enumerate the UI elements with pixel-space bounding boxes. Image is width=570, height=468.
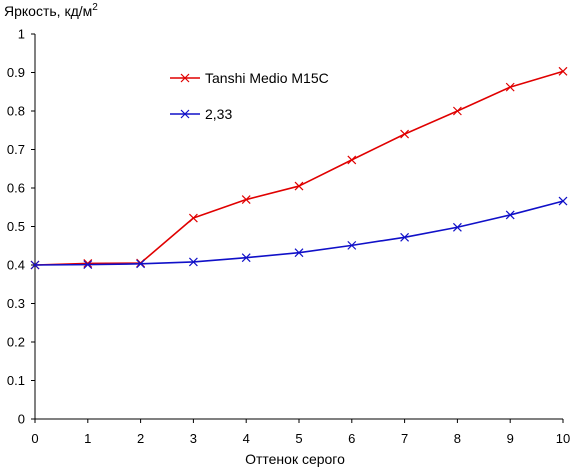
series-1-point (558, 66, 568, 76)
x-tick-label: 6 (348, 431, 355, 446)
x-tick-label: 0 (31, 431, 38, 446)
y-tick-label: 1 (18, 27, 25, 42)
legend-label: Tanshi Medio M15C (205, 70, 329, 86)
y-tick-label: 0.3 (7, 296, 25, 311)
y-tick-label: 0.7 (7, 142, 25, 157)
series-2-point (188, 257, 198, 267)
x-tick-label: 3 (190, 431, 197, 446)
series-2-point (294, 248, 304, 258)
series-1-point (400, 129, 410, 139)
series-1-point (83, 259, 93, 268)
series-1-point (347, 155, 357, 165)
y-tick-label: 0.1 (7, 373, 25, 388)
y-axis-title: Яркость, кд/м2 (4, 2, 98, 19)
y-ticks: 0 0.1 0.2 0.3 0.4 0.5 0.6 0.7 0.8 0.9 1 (7, 27, 35, 427)
series-2-point (400, 232, 410, 242)
axes (34, 34, 563, 420)
series-2-point (452, 222, 462, 232)
x-ticks: 0 1 2 3 4 5 6 7 8 9 10 (31, 419, 570, 446)
series-2-point (505, 210, 515, 220)
series-2-point (558, 196, 568, 206)
series-2-point (83, 260, 93, 270)
y-tick-label: 0.2 (7, 335, 25, 350)
x-tick-label: 10 (556, 431, 570, 446)
legend-swatch-marker (180, 73, 190, 83)
x-axis-title: Оттенок серого (245, 451, 345, 467)
x-tick-label: 4 (243, 431, 250, 446)
legend-label: 2,33 (205, 106, 232, 122)
series-line-2 (34, 200, 564, 266)
series-1-point (452, 106, 462, 116)
x-tick-label: 7 (401, 431, 408, 446)
y-tick-label: 0.9 (7, 65, 25, 80)
series-2-point (347, 240, 357, 250)
y-tick-label: 0.5 (7, 219, 25, 234)
series-layer (30, 66, 568, 270)
y-axis-title-text: Яркость, кд/м (4, 3, 92, 19)
series-2-point (241, 253, 251, 263)
series-1-point (241, 195, 251, 204)
y-axis-title-superscript: 2 (92, 2, 98, 13)
series-1-point (188, 213, 198, 223)
x-tick-label: 9 (507, 431, 514, 446)
series-line-1 (34, 70, 564, 266)
series-2-point (136, 259, 146, 269)
legend: Tanshi Medio M15C 2,33 (170, 70, 329, 122)
x-tick-label: 8 (454, 431, 461, 446)
y-tick-label: 0 (18, 412, 25, 427)
x-tick-label: 5 (295, 431, 302, 446)
series-1-point (505, 82, 515, 92)
series-1-point (294, 181, 304, 191)
legend-swatch-marker (180, 109, 190, 119)
series-2-point (30, 260, 40, 270)
x-tick-label: 2 (137, 431, 144, 446)
y-tick-label: 0.4 (7, 258, 25, 273)
y-tick-label: 0.8 (7, 104, 25, 119)
x-tick-label: 1 (84, 431, 91, 446)
y-tick-label: 0.6 (7, 181, 25, 196)
